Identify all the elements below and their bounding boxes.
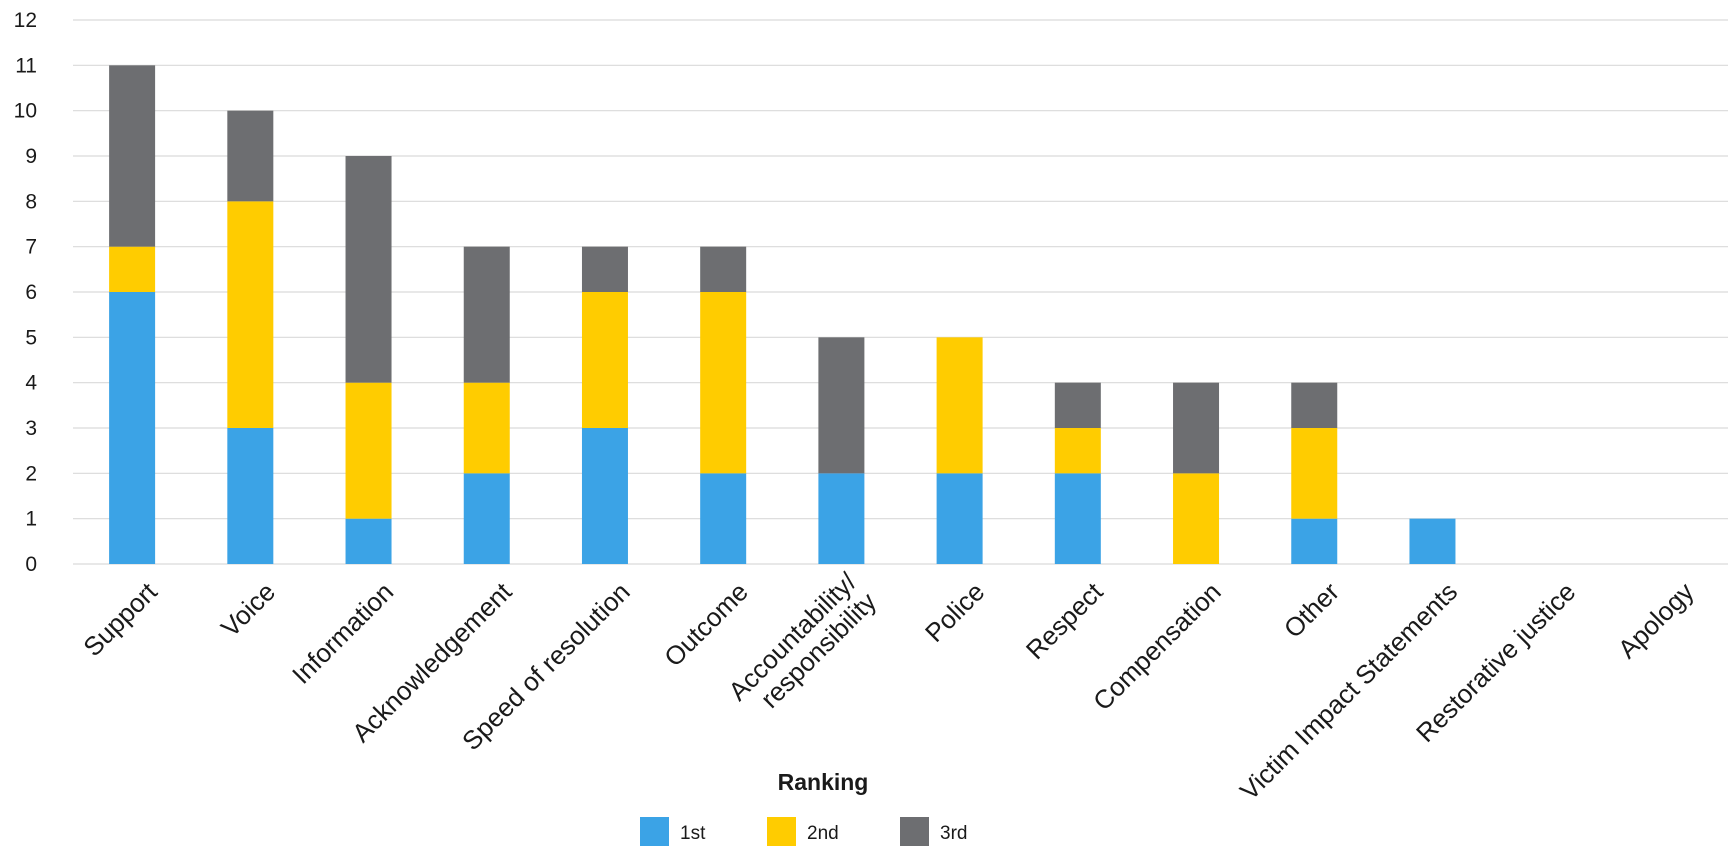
bar-1st-1 <box>227 428 274 564</box>
category-label: Voice <box>215 577 281 643</box>
bar-3rd-6 <box>818 337 865 474</box>
category-label: Police <box>919 577 990 648</box>
bar-2nd-7 <box>936 337 983 474</box>
category-label-line: Apology <box>1612 577 1700 665</box>
bar-3rd-3 <box>463 246 510 383</box>
bar-3rd-9 <box>1173 382 1220 474</box>
bar-2nd-10 <box>1291 428 1338 519</box>
category-label: Victim Impact Statements <box>1234 577 1463 806</box>
bar-2nd-9 <box>1173 473 1220 564</box>
y-tick-label: 9 <box>25 145 37 168</box>
category-label: Accountability/responsibility <box>722 566 882 726</box>
y-tick-label: 8 <box>25 190 37 213</box>
bar-2nd-0 <box>109 246 156 292</box>
legend-label: 1st <box>680 823 706 844</box>
category-label: Information <box>286 577 399 690</box>
bar-1st-7 <box>936 473 983 564</box>
legend-swatch <box>640 817 669 846</box>
bar-2nd-4 <box>581 292 628 428</box>
category-label-line: Victim Impact Statements <box>1234 577 1463 806</box>
y-tick-label: 0 <box>25 553 37 576</box>
gridlines <box>73 19 1728 565</box>
legend-item-2nd: 2nd <box>767 817 839 846</box>
y-tick-label: 7 <box>25 236 37 259</box>
y-tick-label: 12 <box>14 9 37 32</box>
category-label: Apology <box>1612 577 1700 665</box>
y-tick-label: 6 <box>25 281 37 304</box>
bar-2nd-2 <box>345 382 392 519</box>
bar-3rd-5 <box>700 246 747 292</box>
legend-label: 2nd <box>807 823 839 844</box>
bar-3rd-2 <box>345 156 392 383</box>
bars <box>109 65 1456 564</box>
category-label-line: Other <box>1278 576 1345 643</box>
bar-1st-5 <box>700 473 747 564</box>
category-label: Respect <box>1020 576 1109 665</box>
y-tick-label: 3 <box>25 417 37 440</box>
bar-1st-2 <box>345 518 392 564</box>
bar-1st-4 <box>581 428 628 564</box>
bar-1st-8 <box>1054 473 1101 564</box>
bar-1st-3 <box>463 473 510 564</box>
category-label-line: Support <box>77 576 163 662</box>
legend: Ranking 1st 2nd 3rd <box>640 769 967 846</box>
x-axis-category-labels: Support Voice InformationAcknowledgementSp… <box>77 566 1699 806</box>
bar-1st-0 <box>109 292 156 564</box>
category-label: Other <box>1278 576 1345 643</box>
y-tick-label: 2 <box>25 462 37 485</box>
bar-1st-11 <box>1409 518 1456 564</box>
legend-label: 3rd <box>940 823 967 844</box>
bar-2nd-5 <box>700 292 747 474</box>
legend-title: Ranking <box>778 769 869 795</box>
category-label-line: Outcome <box>658 577 754 673</box>
bar-2nd-1 <box>227 201 274 428</box>
bar-2nd-3 <box>463 382 510 474</box>
bar-3rd-1 <box>227 110 274 202</box>
legend-items: 1st 2nd 3rd <box>640 817 967 846</box>
category-label-line: Police <box>919 577 990 648</box>
bar-3rd-8 <box>1054 382 1101 428</box>
y-tick-label: 1 <box>25 508 37 531</box>
category-label: Support <box>77 576 163 662</box>
bar-1st-10 <box>1291 518 1338 564</box>
legend-swatch <box>767 817 796 846</box>
bar-2nd-8 <box>1054 428 1101 474</box>
y-tick-label: 10 <box>14 100 37 123</box>
bar-1st-6 <box>818 473 865 564</box>
category-label: Outcome <box>658 577 754 673</box>
y-tick-label: 11 <box>15 54 37 77</box>
legend-swatch <box>900 817 929 846</box>
category-label-line: Respect <box>1020 576 1109 665</box>
bar-3rd-4 <box>581 246 628 292</box>
legend-item-1st: 1st <box>640 817 706 846</box>
category-label-line: Voice <box>215 577 281 643</box>
legend-item-3rd: 3rd <box>900 817 967 846</box>
bar-3rd-10 <box>1291 382 1338 428</box>
y-tick-label: 5 <box>25 326 37 349</box>
y-tick-label: 4 <box>25 372 37 395</box>
category-label-line: Information <box>286 577 399 690</box>
bar-3rd-0 <box>109 65 156 247</box>
